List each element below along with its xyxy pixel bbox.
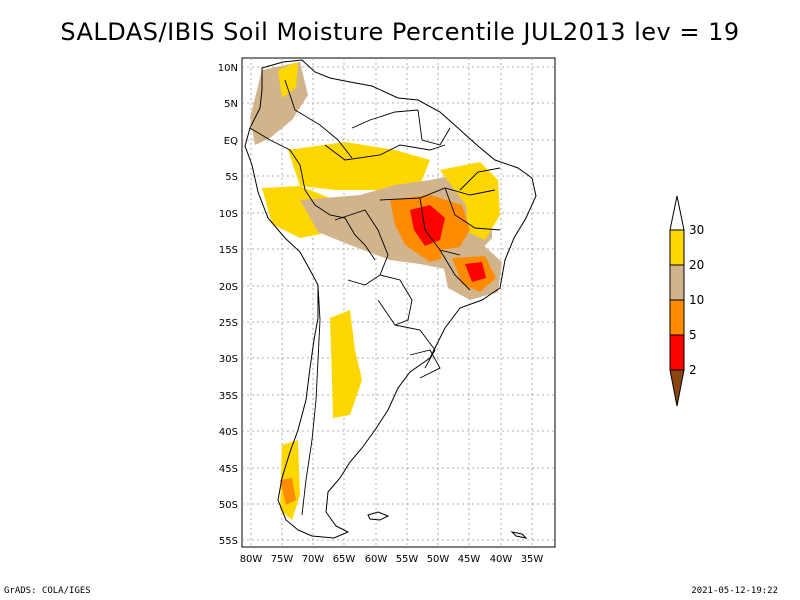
lat-label: 20S <box>219 282 238 293</box>
lat-label: 30S <box>219 354 238 365</box>
lat-label: 45S <box>219 464 238 475</box>
colorbar-labels: 30 20 10 5 2 <box>689 223 704 377</box>
border-amazon-north <box>324 144 446 161</box>
shade-yellow-north <box>278 62 298 98</box>
legend-label: 20 <box>689 258 704 272</box>
shade-red-central <box>410 205 445 246</box>
lat-label: EQ <box>224 136 238 147</box>
lat-label: 55S <box>219 536 238 547</box>
country-borders <box>249 79 501 516</box>
lon-axis-labels: 80W 75W 70W 65W 60W 55W 50W 45W 40W 35W <box>240 554 544 565</box>
lat-label: 5S <box>225 172 238 183</box>
border-venezuela-guyana <box>351 109 419 129</box>
legend-box-2-5 <box>669 334 685 371</box>
border-argentina-chile <box>301 284 321 516</box>
border-argentina-brazil <box>394 324 436 369</box>
lon-label: 65W <box>333 554 356 565</box>
shade-red-southeast <box>465 262 486 282</box>
border-paraguay <box>377 274 413 326</box>
lat-label: 40S <box>219 427 238 438</box>
border-ecuador-peru <box>249 127 301 166</box>
shade-yellow-amazon <box>288 142 430 190</box>
legend-box-5-10 <box>669 299 685 336</box>
border-uruguay <box>409 349 441 379</box>
shade-yellow-east <box>440 162 500 240</box>
lon-label: 70W <box>302 554 325 565</box>
border-brazil-states-2 <box>419 197 461 256</box>
legend-label: 30 <box>689 223 704 237</box>
legend-label: 10 <box>689 293 704 307</box>
lon-label: 40W <box>490 554 513 565</box>
lat-label: 10N <box>218 63 238 74</box>
colorbar-legend <box>669 195 685 407</box>
lon-label: 80W <box>240 554 263 565</box>
shade-yellow-south <box>330 310 362 418</box>
legend-arrow-bottom <box>669 369 685 407</box>
lon-label: 55W <box>396 554 419 565</box>
lon-label: 60W <box>365 554 388 565</box>
footer-credit: GrADS: COLA/IGES <box>4 586 91 596</box>
legend-label: 5 <box>689 328 697 342</box>
legend-arrow-top <box>669 195 685 231</box>
south-america-outline <box>244 59 537 539</box>
lon-label: 35W <box>521 554 544 565</box>
shade-orange-patagonia <box>280 478 296 505</box>
map-title: SALDAS/IBIS Soil Moisture Percentile JUL… <box>60 18 740 46</box>
lon-label: 75W <box>271 554 294 565</box>
border-colombia-venezuela <box>284 79 353 159</box>
legend-box-20-30 <box>669 229 685 266</box>
lat-label: 50S <box>219 500 238 511</box>
footer-timestamp: 2021-05-12-19:22 <box>691 586 778 596</box>
legend-label: 2 <box>689 363 697 377</box>
lat-label: 25S <box>219 318 238 329</box>
border-peru-brazil <box>299 164 376 261</box>
lat-label: 35S <box>219 391 238 402</box>
falkland-islands <box>367 511 390 521</box>
lat-label: 10S <box>219 209 238 220</box>
percentile-shading <box>250 62 502 520</box>
border-guianas <box>417 109 451 146</box>
small-island <box>510 531 528 539</box>
border-brazil-states-3 <box>444 187 501 231</box>
border-brazil-states-4 <box>439 249 471 291</box>
lat-label: 15S <box>219 245 238 256</box>
lon-label: 50W <box>427 554 450 565</box>
lat-label: 5N <box>224 99 238 110</box>
lat-axis-labels: 10N 5N EQ 5S 10S 15S 20S 25S 30S 35S 40S… <box>218 63 238 547</box>
border-bolivia <box>334 209 389 286</box>
lon-gridlines <box>250 58 533 547</box>
legend-box-10-20 <box>669 264 685 301</box>
lon-label: 45W <box>458 554 481 565</box>
border-brazil-states-5 <box>459 167 501 191</box>
